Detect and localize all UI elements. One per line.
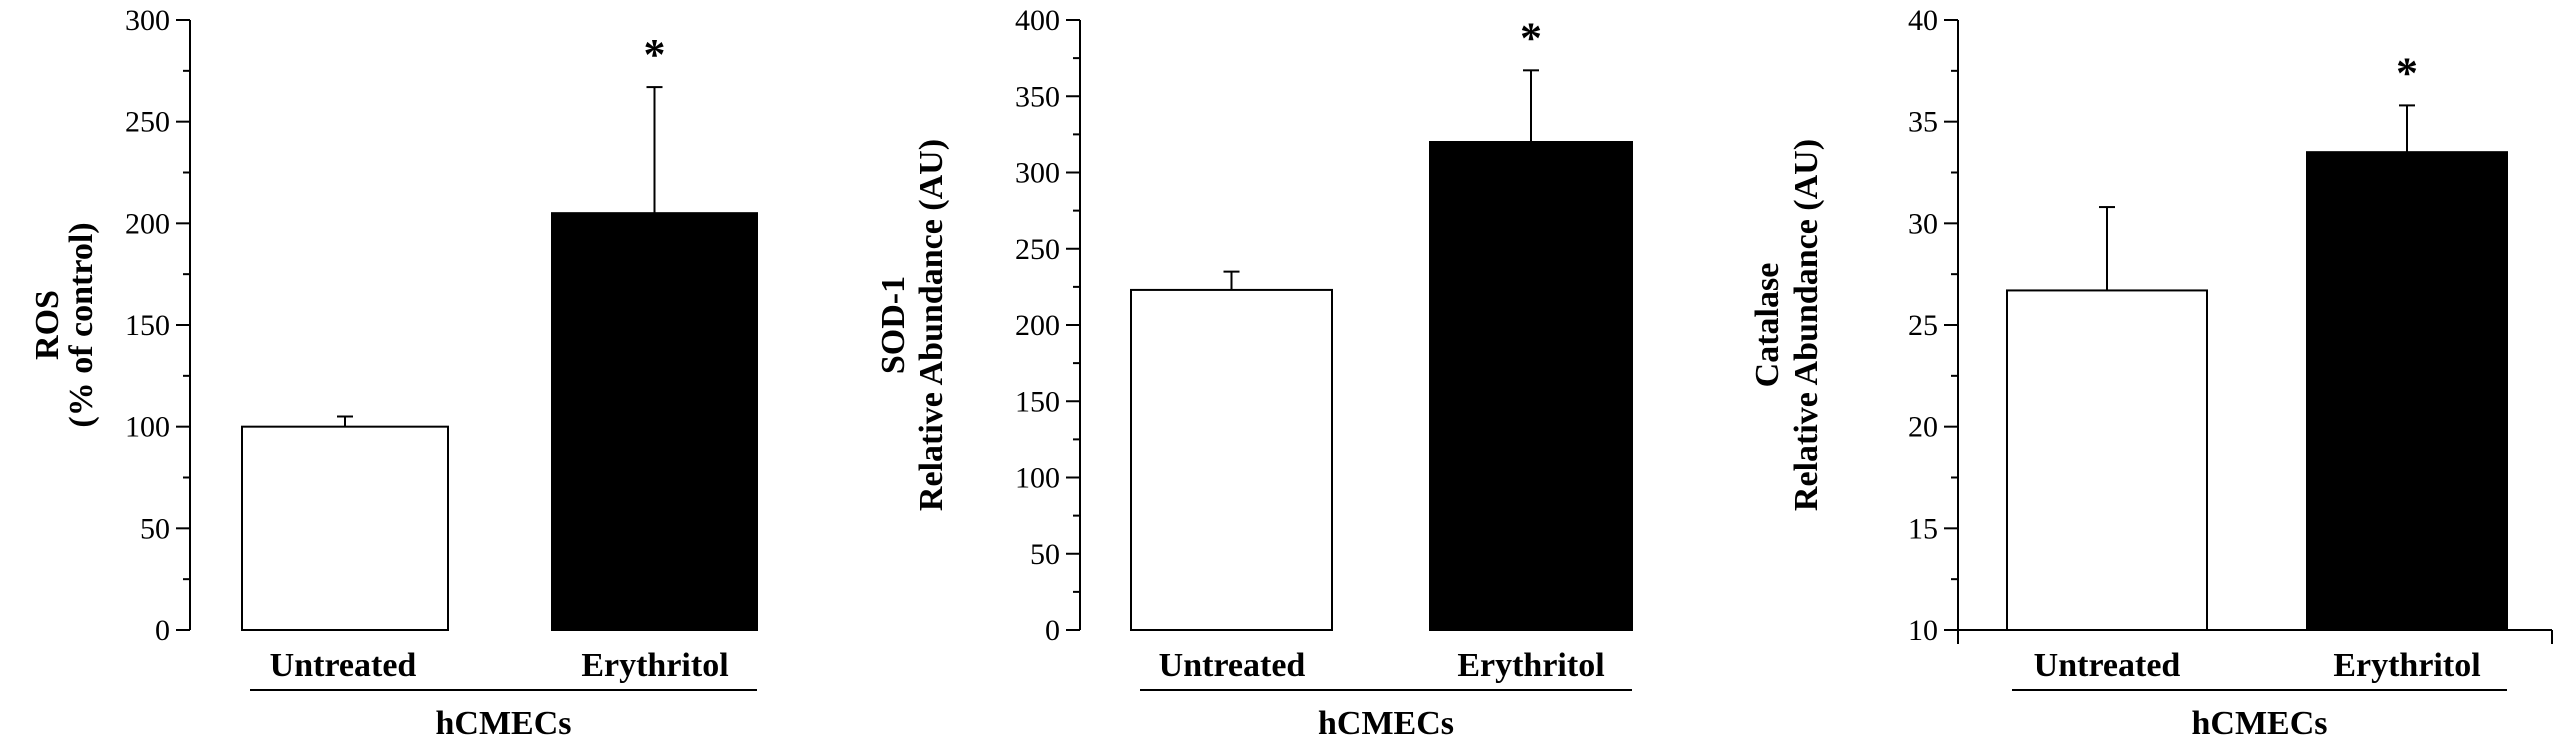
y-tick-label: 0 (1045, 614, 1060, 647)
category-label: Untreated (2034, 647, 2181, 684)
y-tick-label: 200 (125, 207, 170, 240)
significance-marker: * (1520, 13, 1542, 62)
category-label: Untreated (1159, 647, 1306, 684)
y-axis-label: Catalase (1749, 263, 1786, 388)
y-axis-label: ROS (29, 290, 66, 360)
chart-panel-3: 10 15 20 25 30 35 40 Untreated * ErythritolhCMECs… (1749, 4, 2553, 740)
category-label: Erythritol (1457, 647, 1604, 684)
y-tick-label: 200 (1015, 309, 1060, 342)
group-label: hCMECs (435, 705, 571, 740)
bar-untreated (2006, 289, 2208, 631)
y-tick-label: 15 (1908, 512, 1938, 545)
category-label: Erythritol (2333, 647, 2480, 684)
y-tick-label: 400 (1015, 4, 1060, 37)
y-axis-label: SOD-1 (875, 276, 912, 374)
y-tick-label: 20 (1908, 411, 1938, 444)
y-tick-label: 350 (1015, 80, 1060, 113)
group-label: hCMECs (1318, 705, 1454, 740)
category-label: Untreated (270, 647, 417, 684)
bar-untreated (241, 425, 449, 631)
group-label: hCMECs (2191, 705, 2327, 740)
significance-marker: * (2396, 48, 2418, 97)
y-tick-label: 250 (1015, 233, 1060, 266)
y-axis-label: (% of control) (63, 222, 100, 427)
category-label: Erythritol (581, 647, 728, 684)
y-tick-label: 0 (155, 614, 170, 647)
y-axis-label: Relative Abundance (AU) (913, 139, 950, 511)
significance-marker: * (644, 30, 666, 79)
y-tick-label: 35 (1908, 106, 1938, 139)
bar-erythritol (2306, 151, 2508, 632)
y-tick-label: 30 (1908, 207, 1938, 240)
y-tick-label: 300 (125, 4, 170, 37)
y-tick-label: 10 (1908, 614, 1938, 647)
bar-erythritol (1429, 141, 1633, 631)
y-tick-label: 100 (125, 411, 170, 444)
y-tick-label: 150 (125, 309, 170, 342)
y-tick-label: 25 (1908, 309, 1938, 342)
y-tick-label: 50 (1030, 538, 1060, 571)
chart-panel-2: 0 50 100 150 200 250 300 350 400 Untreated * Erythr… (875, 4, 1633, 740)
bar-erythritol (551, 212, 758, 632)
y-tick-label: 150 (1015, 385, 1060, 418)
y-tick-label: 40 (1908, 4, 1938, 37)
y-tick-label: 250 (125, 106, 170, 139)
y-tick-label: 100 (1015, 462, 1060, 495)
chart-panel-1: 0 50 100 150 200 250 300 Untreated * Erythritol hC… (29, 4, 758, 740)
bar-untreated (1130, 288, 1333, 631)
y-tick-label: 50 (140, 512, 170, 545)
y-tick-label: 300 (1015, 157, 1060, 190)
y-axis-label: Relative Abundance (AU) (1788, 139, 1825, 511)
